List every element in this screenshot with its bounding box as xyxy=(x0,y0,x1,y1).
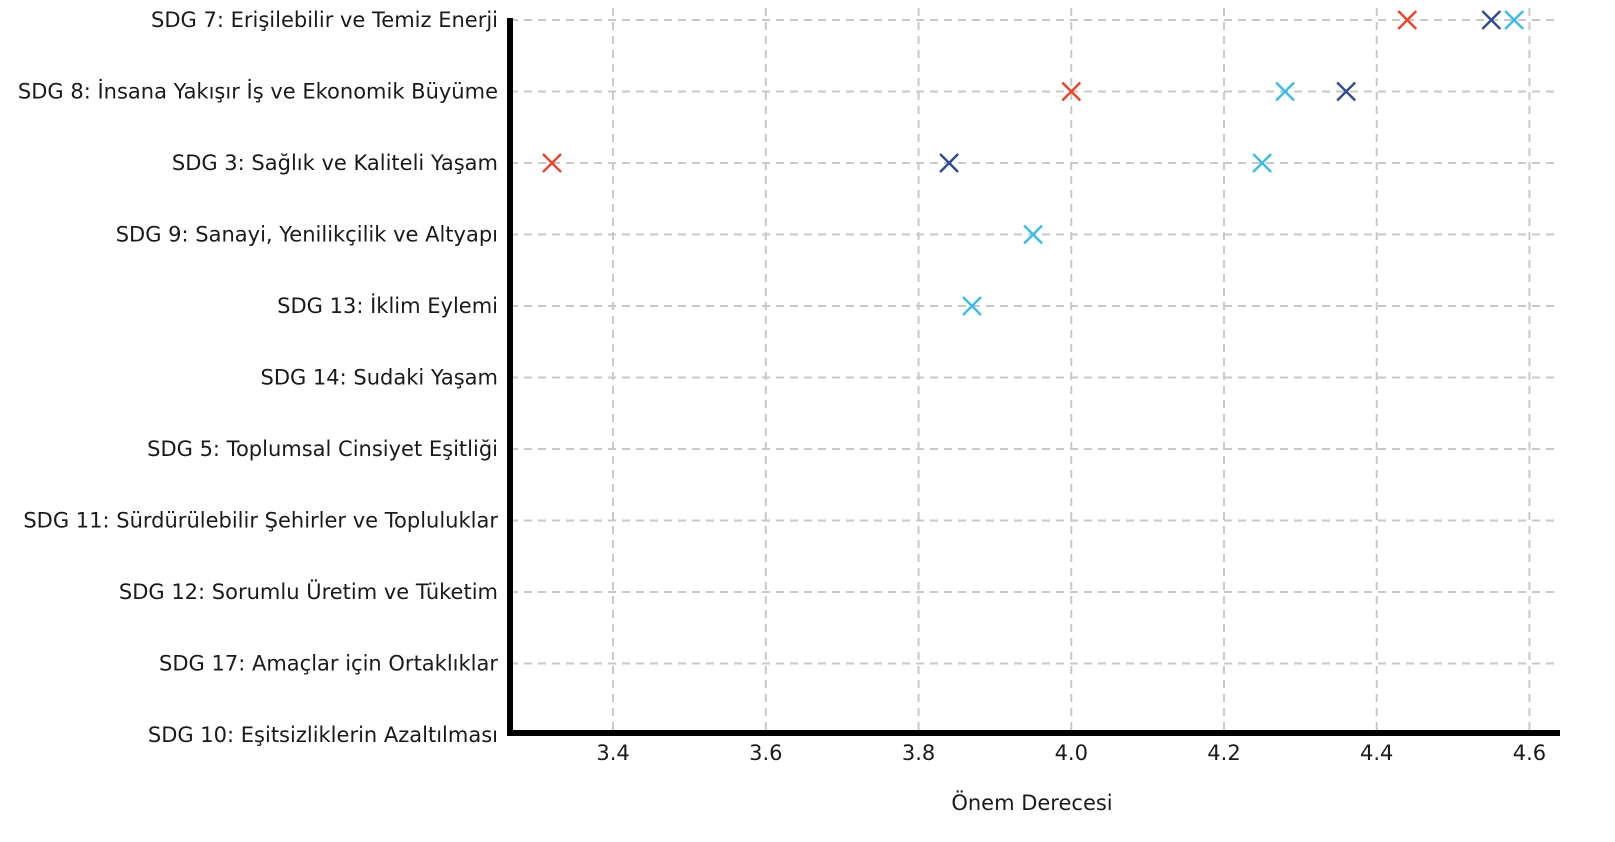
vertical-grid-lines xyxy=(612,8,1531,733)
data-point-marker xyxy=(939,153,959,173)
category-labels: SDG 7: Erişilebilir ve Temiz Enerji SDG 8… xyxy=(18,8,498,747)
x-tick-label: 4.2 xyxy=(1207,741,1240,765)
data-point-marker xyxy=(1397,10,1418,30)
category-label: SDG 11: Sürdürülebilir Şehirler ve Toplu… xyxy=(23,509,498,533)
category-label: SDG 5: Toplumsal Cinsiyet Eşitliği xyxy=(147,437,498,461)
data-point-marker xyxy=(962,296,982,316)
data-point-marker xyxy=(1504,10,1525,30)
x-tick-label: 3.4 xyxy=(596,741,629,765)
category-label: SDG 7: Erişilebilir ve Temiz Enerji xyxy=(151,8,498,32)
category-label: SDG 10: Eşitsizliklerin Azaltılması xyxy=(148,723,498,747)
x-tick-label: 3.8 xyxy=(902,741,935,765)
horizontal-grid-lines xyxy=(510,19,1560,736)
data-points xyxy=(542,10,1525,316)
data-point-marker xyxy=(542,153,562,173)
data-point-marker xyxy=(1336,81,1357,102)
x-tick-label: 4.4 xyxy=(1360,741,1393,765)
data-point-marker xyxy=(1275,81,1295,102)
data-point-marker xyxy=(1061,81,1082,102)
data-point-marker xyxy=(1481,10,1502,30)
x-tick-label: 4.6 xyxy=(1513,741,1546,765)
data-point-marker xyxy=(1023,224,1043,245)
category-label: SDG 13: İklim Eylemi xyxy=(277,293,498,318)
category-label: SDG 17: Amaçlar için Ortaklıklar xyxy=(159,652,498,676)
x-tick-labels: 3.4 3.6 3.8 4.0 4.2 4.4 4.6 xyxy=(596,741,1546,765)
x-tick-label: 3.6 xyxy=(749,741,782,765)
category-label: SDG 8: İnsana Yakışır İş ve Ekonomik Büy… xyxy=(18,79,498,104)
category-label: SDG 3: Sağlık ve Kaliteli Yaşam xyxy=(172,151,498,175)
category-label: SDG 9: Sanayi, Yenilikçilik ve Altyapı xyxy=(116,223,498,247)
data-point-marker xyxy=(1252,153,1273,173)
category-label: SDG 14: Sudaki Yaşam xyxy=(260,366,498,390)
category-label: SDG 12: Sorumlu Üretim ve Tüketim xyxy=(119,579,498,604)
x-axis-title: Önem Derecesi xyxy=(951,790,1112,815)
x-tick-label: 4.0 xyxy=(1055,741,1088,765)
